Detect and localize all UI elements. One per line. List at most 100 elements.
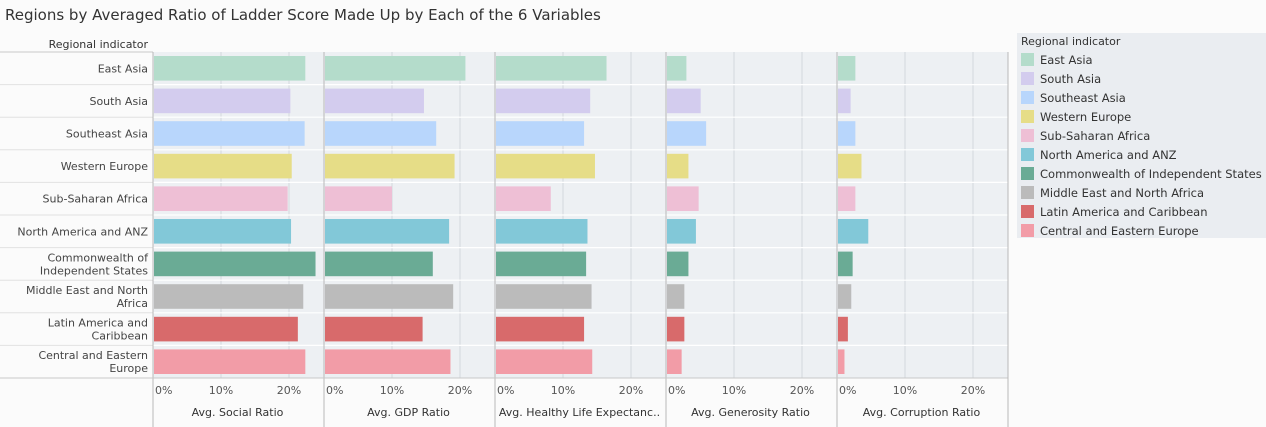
legend-swatch [1021,110,1034,123]
legend-item[interactable]: Sub-Saharan Africa [1021,126,1266,145]
bar[interactable] [325,219,450,244]
bar[interactable] [496,219,588,244]
bar[interactable] [667,186,699,211]
tick-label: 10% [380,384,404,397]
row-label: Commonwealth of Independent States [40,251,149,277]
legend-swatch [1021,224,1034,237]
bar[interactable] [325,186,392,211]
bar[interactable] [154,153,292,179]
legend-label: North America and ANZ [1040,147,1177,162]
legend-swatch [1021,72,1034,85]
bar[interactable] [667,251,689,277]
tick-label: 20% [448,384,472,397]
bar[interactable] [496,186,551,211]
legend-item[interactable]: Commonwealth of Independent States [1021,164,1266,183]
bar[interactable] [154,349,306,374]
bar[interactable] [667,219,696,244]
chart-title: Regions by Averaged Ratio of Ladder Scor… [5,6,601,24]
legend-item[interactable]: Central and Eastern Europe [1021,221,1266,240]
legend-item[interactable]: Western Europe [1021,107,1266,126]
bar[interactable] [667,349,682,374]
bar[interactable] [496,121,585,146]
legend: Regional indicator East Asia South Asia So… [1017,33,1266,238]
bar[interactable] [496,153,595,179]
legend-label: Central and Eastern Europe [1040,223,1199,238]
bar[interactable] [325,251,433,277]
bar[interactable] [325,349,451,374]
bar[interactable] [496,349,593,374]
bar[interactable] [838,219,869,244]
legend-item[interactable]: North America and ANZ [1021,145,1266,164]
bar[interactable] [154,186,288,211]
bar[interactable] [496,316,585,342]
bar[interactable] [667,316,685,342]
bar[interactable] [154,284,304,309]
tick-label: 10% [893,384,917,397]
bar[interactable] [667,56,687,81]
bar[interactable] [496,251,587,277]
bar[interactable] [325,284,454,309]
bar[interactable] [838,121,856,146]
bar[interactable] [838,251,853,277]
legend-label: East Asia [1040,52,1093,67]
bar[interactable] [667,153,689,179]
legend-swatch [1021,167,1034,180]
bar[interactable] [154,121,305,146]
row-label: East Asia [98,62,148,75]
bar[interactable] [154,56,306,81]
tick-label: 20% [619,384,643,397]
bar[interactable] [325,153,455,179]
bar[interactable] [667,284,685,309]
axis-title: Avg. Social Ratio [192,406,284,419]
legend-title: Regional indicator [1021,35,1121,48]
row-label: Latin America and Caribbean [48,317,148,343]
bar[interactable] [667,88,701,114]
row-header: Regional indicator [49,38,149,51]
bar[interactable] [325,316,423,342]
bar[interactable] [325,121,437,146]
axis-title: Avg. Healthy Life Expectanc.. [499,406,660,419]
bar[interactable] [496,284,592,309]
legend-swatch [1021,129,1034,142]
bar[interactable] [325,88,424,114]
legend-swatch [1021,91,1034,104]
bar[interactable] [838,284,852,309]
legend-label: South Asia [1040,71,1102,86]
legend-item[interactable]: East Asia [1021,50,1266,69]
bar[interactable] [325,56,466,81]
bar[interactable] [838,56,856,81]
legend-label: Western Europe [1040,109,1132,124]
legend-item[interactable]: Southeast Asia [1021,88,1266,107]
bar[interactable] [838,88,851,114]
chart-area: Regional indicator East Asia South Asia So… [0,38,1009,427]
legend-swatch [1021,186,1034,199]
bar[interactable] [496,88,591,114]
tick-label: 20% [277,384,301,397]
bar[interactable] [838,349,845,374]
tick-label: 20% [961,384,985,397]
legend-label: Commonwealth of Independent States [1040,166,1262,181]
tick-label: 0% [497,384,514,397]
axis-title: Avg. Generosity Ratio [691,406,810,419]
legend-item[interactable]: Latin America and Caribbean [1021,202,1266,221]
legend-label: Middle East and North Africa [1040,185,1205,200]
bar[interactable] [496,56,607,81]
tick-label: 0% [155,384,172,397]
bar[interactable] [838,186,856,211]
axis-title: Avg. Corruption Ratio [863,406,981,419]
legend-item[interactable]: Middle East and North Africa [1021,183,1266,202]
bar[interactable] [154,251,316,277]
tick-label: 0% [839,384,856,397]
legend-label: Sub-Saharan Africa [1040,128,1151,143]
tick-label: 10% [722,384,746,397]
tick-label: 0% [326,384,343,397]
legend-item[interactable]: South Asia [1021,69,1266,88]
row-label: Central and Eastern Europe [38,349,148,375]
bar[interactable] [154,219,292,244]
bar[interactable] [154,316,298,342]
bar[interactable] [154,88,291,114]
row-label: Sub-Saharan Africa [43,193,148,206]
bar[interactable] [838,316,848,342]
bar[interactable] [667,121,707,146]
bar[interactable] [838,153,862,179]
